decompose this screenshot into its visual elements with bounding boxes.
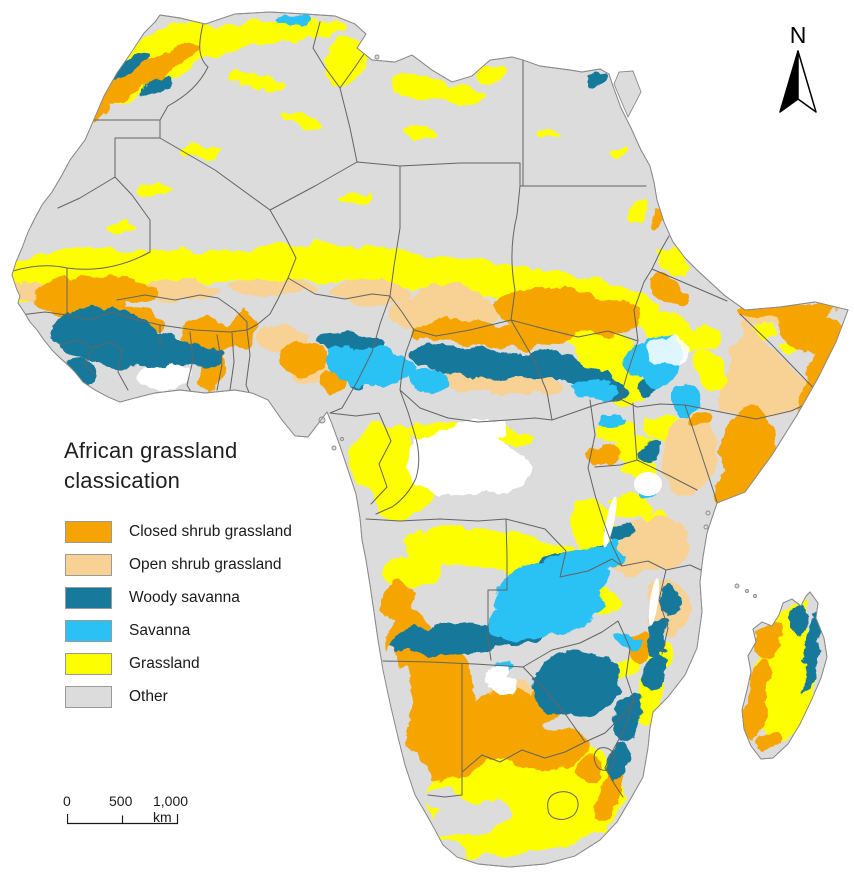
legend-label-open: Open shrub grassland bbox=[129, 556, 282, 573]
legend-label-grass: Grassland bbox=[129, 655, 200, 672]
legend-swatch-savanna bbox=[65, 620, 112, 642]
scale-label-500: 500 bbox=[109, 793, 133, 809]
small-islands bbox=[318, 54, 757, 598]
legend-swatch-other bbox=[65, 686, 112, 708]
legend: Closed shrub grassland Open shrub grassla… bbox=[65, 521, 292, 719]
scale-label-1000: 1,000 km bbox=[153, 793, 189, 825]
lakes bbox=[603, 472, 662, 626]
legend-item-other: Other bbox=[65, 686, 292, 708]
legend-label-closed: Closed shrub grassland bbox=[129, 523, 292, 540]
map-title-line2: classication bbox=[64, 468, 181, 493]
legend-swatch-open bbox=[65, 554, 112, 576]
lake-victoria bbox=[634, 472, 662, 496]
country-borders bbox=[12, 21, 823, 820]
scale-bar-line bbox=[67, 814, 179, 825]
lake-malawi bbox=[648, 578, 660, 626]
map-title: African grassland classication bbox=[64, 436, 237, 496]
scale-label-0: 0 bbox=[63, 793, 71, 809]
legend-label-woody: Woody savanna bbox=[129, 589, 240, 606]
legend-item-savanna: Savanna bbox=[65, 620, 292, 642]
legend-swatch-grass bbox=[65, 653, 112, 675]
legend-item-woody: Woody savanna bbox=[65, 587, 292, 609]
north-arrow-icon bbox=[779, 50, 817, 113]
north-label: N bbox=[789, 22, 807, 48]
north-arrow: N bbox=[774, 22, 822, 116]
legend-label-savanna: Savanna bbox=[129, 622, 191, 639]
legend-item-closed: Closed shrub grassland bbox=[65, 521, 292, 543]
lake-tanganyika bbox=[603, 496, 617, 548]
legend-swatch-closed bbox=[65, 521, 112, 543]
legend-swatch-woody bbox=[65, 587, 112, 609]
map-title-line1: African grassland bbox=[64, 438, 238, 463]
legend-item-grass: Grassland bbox=[65, 653, 292, 675]
legend-item-open: Open shrub grassland bbox=[65, 554, 292, 576]
nodata-patches bbox=[136, 338, 688, 695]
landmass bbox=[11, 11, 849, 868]
legend-label-other: Other bbox=[129, 688, 168, 705]
